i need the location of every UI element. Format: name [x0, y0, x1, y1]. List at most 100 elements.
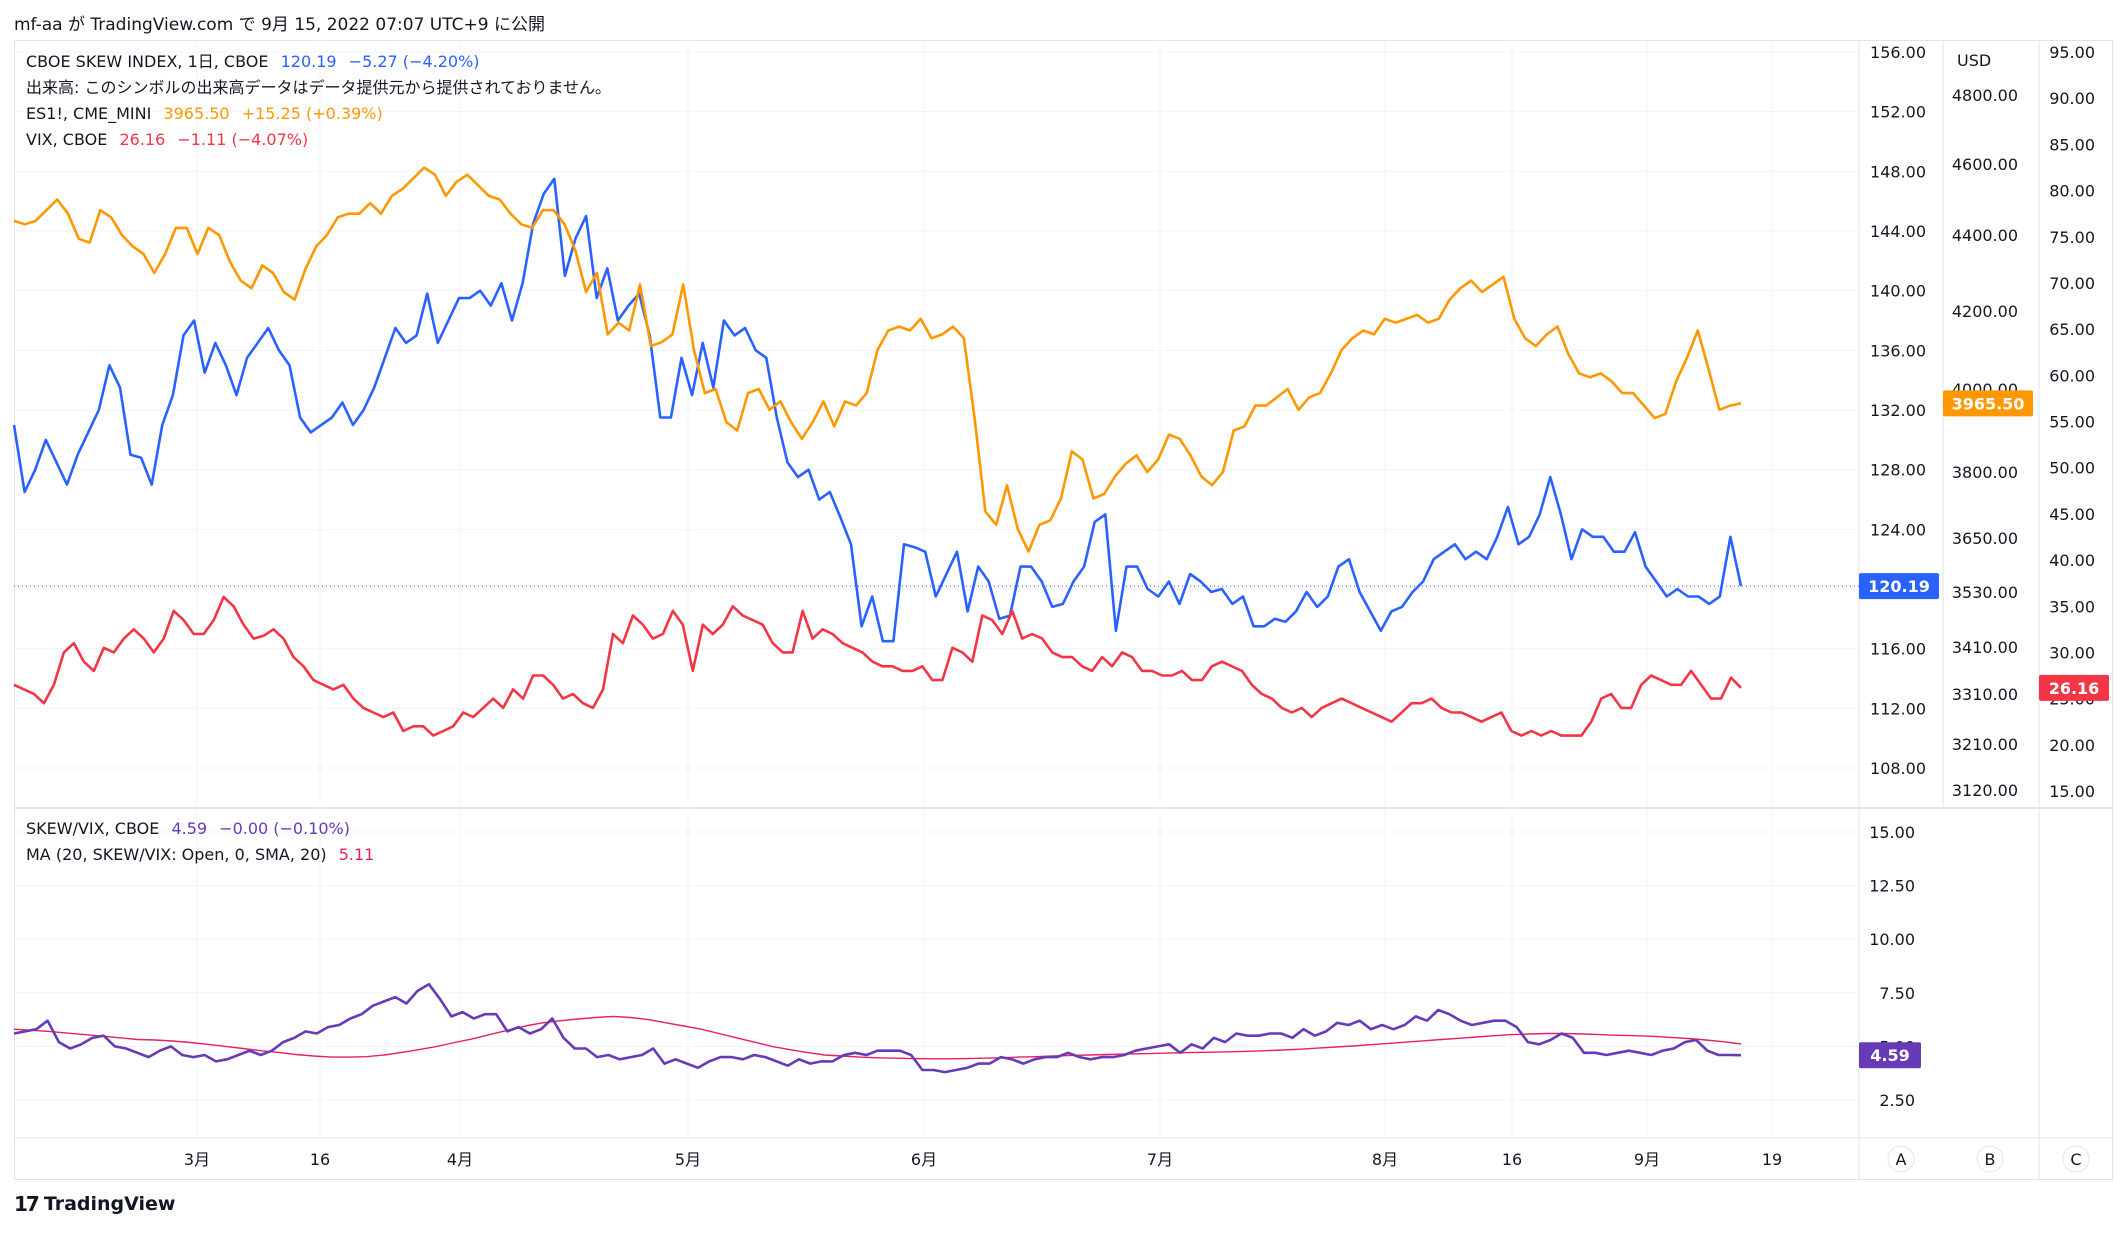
legend-skew-value: 120.19 [280, 52, 337, 71]
tradingview-logo-text: TradingView [43, 1193, 176, 1215]
es-tick-label: 3530.00 [1952, 583, 2018, 602]
es-tick-label: 4800.00 [1952, 86, 2018, 105]
scale-button-B[interactable] [1976, 1145, 2004, 1173]
tradingview-logo-icon: 17 [14, 1192, 40, 1216]
series-line [13, 595, 1742, 737]
scale-buttons[interactable]: A B C [1887, 1145, 2090, 1173]
legend-ma[interactable]: MA (20, SKEW/VIX: Open, 0, SMA, 20) 5.11 [26, 842, 381, 868]
legend-skew[interactable]: CBOE SKEW INDEX, 1日, CBOE 120.19 −5.27 (… [26, 49, 618, 75]
es-tick-label: 3650.00 [1952, 529, 2018, 548]
scale-button-C[interactable] [2062, 1145, 2090, 1173]
vix-tick-label: 15.00 [2049, 782, 2095, 801]
skew-tick-label: 128.00 [1870, 461, 1926, 480]
legend-ratio-change: −0.00 (−0.10%) [219, 819, 350, 838]
vix-price-badge-bg [2039, 674, 2109, 701]
es-price-badge-text: 3965.50 [1952, 394, 2025, 413]
vix-tick-label: 65.00 [2049, 320, 2095, 339]
legend-vix-value: 26.16 [119, 130, 166, 149]
skew-tick-label: 156.00 [1870, 43, 1926, 62]
skew-tick-label: 152.00 [1870, 103, 1926, 122]
vix-price-badge-text: 26.16 [2049, 679, 2100, 698]
skew-price-badge-text: 120.19 [1868, 577, 1930, 596]
es-tick-label: 3410.00 [1952, 638, 2018, 657]
vix-tick-label: 20.00 [2049, 736, 2095, 755]
time-tick-label: 4月 [447, 1150, 473, 1169]
scale-button-label: C [2070, 1150, 2081, 1169]
ratio-tick-label: 10.00 [1869, 930, 1915, 949]
es-tick-label: 4200.00 [1952, 302, 2018, 321]
es-tick-label: 3210.00 [1952, 735, 2018, 754]
es-tick-label: 3800.00 [1952, 463, 2018, 482]
ratio-tick-label: 12.50 [1869, 877, 1915, 896]
legend-volume-text: 出来高: このシンボルの出来高データはデータ提供元から提供されておりません。 [26, 78, 612, 97]
vix-tick-label: 90.00 [2049, 89, 2095, 108]
legend-vix[interactable]: VIX, CBOE 26.16 −1.11 (−4.07%) [26, 127, 618, 153]
time-tick-label: 16 [310, 1150, 330, 1169]
ratio-price-badge-bg [1859, 1042, 1921, 1069]
vix-tick-label: 60.00 [2049, 366, 2095, 385]
legend-ma-value: 5.11 [338, 845, 375, 864]
vix-tick-label: 30.00 [2049, 643, 2095, 662]
legend-es[interactable]: ES1!, CME_MINI 3965.50 +15.25 (+0.39%) [26, 101, 618, 127]
scale-button-A[interactable] [1887, 1145, 1915, 1173]
price-badges: 120.19 3965.50 26.16 4.59 [1859, 390, 2109, 1069]
time-axis[interactable]: 3月 16 4月 5月 6月 7月 8月 16 9月 19 [184, 1150, 1782, 1169]
es-tick-label: 3120.00 [1952, 781, 2018, 800]
skew-tick-label: 140.00 [1870, 282, 1926, 301]
vix-tick-label: 45.00 [2049, 505, 2095, 524]
bottom-pane-series [13, 982, 1742, 1074]
time-tick-label: 5月 [675, 1150, 701, 1169]
vix-tick-label: 70.00 [2049, 274, 2095, 293]
legend-vix-change: −1.11 (−4.07%) [177, 130, 309, 149]
vix-tick-label: 35.00 [2049, 597, 2095, 616]
bottom-legend: SKEW/VIX, CBOE 4.59 −0.00 (−0.10%) MA (2… [26, 816, 381, 868]
gridlines [14, 40, 1859, 1138]
time-tick-label: 19 [1762, 1150, 1782, 1169]
skew-tick-label: 144.00 [1870, 222, 1926, 241]
scale-button-label: A [1896, 1150, 1907, 1169]
tradingview-footer[interactable]: 17 TradingView [14, 1192, 175, 1216]
vix-tick-label: 85.00 [2049, 135, 2095, 154]
skew-tick-label: 116.00 [1870, 640, 1926, 659]
ratio-tick-label: 2.50 [1879, 1091, 1915, 1110]
legend-ma-name: MA (20, SKEW/VIX: Open, 0, SMA, 20) [26, 845, 327, 864]
ratio-price-badge-text: 4.59 [1870, 1046, 1909, 1065]
vix-tick-label: 80.00 [2049, 182, 2095, 201]
legend-volume: 出来高: このシンボルの出来高データはデータ提供元から提供されておりません。 [26, 75, 618, 101]
ratio-tick-label: 15.00 [1869, 823, 1915, 842]
series-line [13, 1015, 1742, 1060]
legend-skew-name: CBOE SKEW INDEX, 1日, CBOE [26, 52, 269, 71]
vix-tick-label: 55.00 [2049, 413, 2095, 432]
time-tick-label: 3月 [184, 1150, 210, 1169]
ratio-tick-label: 7.50 [1879, 984, 1915, 1003]
skew-tick-label: 112.00 [1870, 699, 1926, 718]
es-tick-label: 3310.00 [1952, 685, 2018, 704]
legend-es-change: +15.25 (+0.39%) [241, 104, 383, 123]
vix-tick-label: 40.00 [2049, 551, 2095, 570]
legend-ratio-value: 4.59 [171, 819, 208, 838]
skew-tick-label: 108.00 [1870, 759, 1926, 778]
vix-tick-label: 95.00 [2049, 43, 2095, 62]
vix-price-axis[interactable]: 95.00 90.00 85.00 80.00 75.00 70.00 65.00 60.00… [2049, 43, 2095, 801]
time-tick-label: 6月 [911, 1150, 937, 1169]
skew-price-axis[interactable]: 156.00 152.00 148.00 144.00 140.00 136.00 132.… [1870, 43, 1926, 778]
es-price-badge-bg [1943, 390, 2033, 417]
time-tick-label: 7月 [1147, 1150, 1173, 1169]
scale-button-label: B [1985, 1150, 1996, 1169]
es-price-axis[interactable]: 4800.004600.004400.004200.004000.003800.… [1952, 51, 2018, 800]
legend-vix-name: VIX, CBOE [26, 130, 108, 149]
skew-tick-label: 148.00 [1870, 162, 1926, 181]
es-tick-label: 4400.00 [1952, 226, 2018, 245]
skew-tick-label: 124.00 [1870, 520, 1926, 539]
series-line [13, 166, 1742, 553]
series-line [12, 177, 1743, 643]
es-axis-unit: USD [1957, 51, 1991, 70]
skew-price-badge-bg [1859, 573, 1939, 600]
legend-ratio[interactable]: SKEW/VIX, CBOE 4.59 −0.00 (−0.10%) [26, 816, 381, 842]
vix-tick-label: 75.00 [2049, 228, 2095, 247]
time-tick-label: 16 [1502, 1150, 1522, 1169]
legend-es-name: ES1!, CME_MINI [26, 104, 152, 123]
chart-frame [14, 40, 2113, 1180]
